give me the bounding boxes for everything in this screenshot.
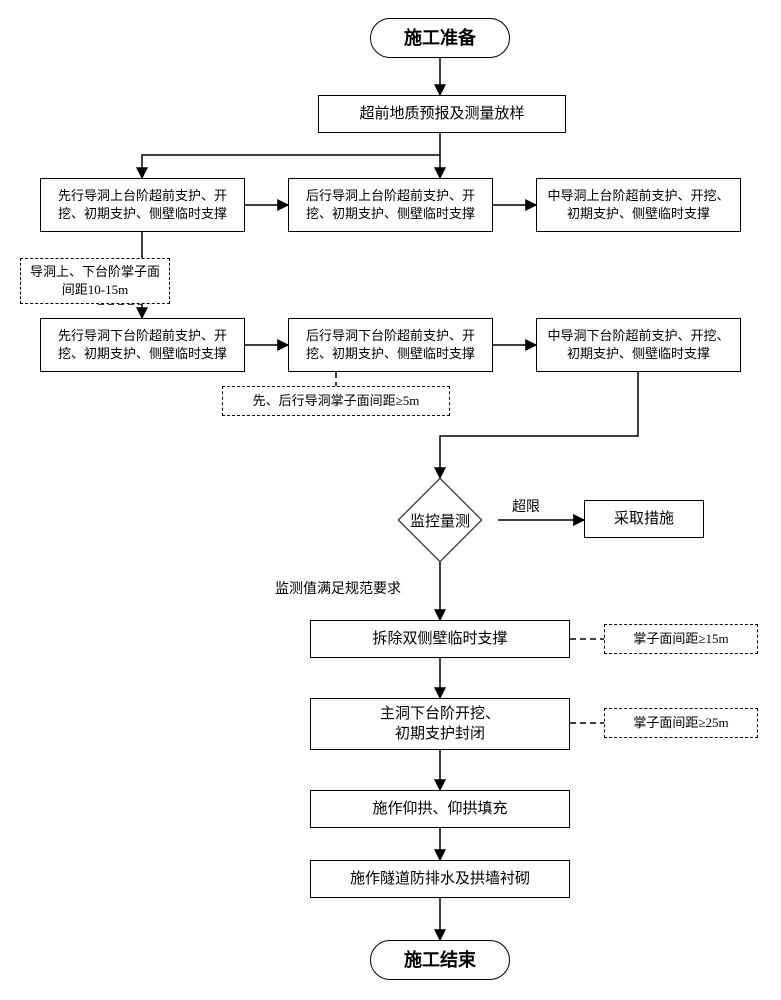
box-note3: 掌子面间距≥15m <box>604 624 758 654</box>
decision-right-label: 超限 <box>512 496 540 516</box>
box-r1b-label: 后行导洞上台阶超前支护、开挖、初期支护、侧壁临时支撑 <box>295 187 486 222</box>
box-r2a-label: 先行导洞下台阶超前支护、开挖、初期支护、侧壁临时支撑 <box>47 327 238 362</box>
box-b3-label: 拆除双侧壁临时支撑 <box>372 629 507 649</box>
box-r2a: 先行导洞下台阶超前支护、开挖、初期支护、侧壁临时支撑 <box>40 318 245 372</box>
box-note4-label: 掌子面间距≥25m <box>633 714 728 732</box>
decision-label: 监控量测 <box>380 506 500 534</box>
box-b5-label: 施作仰拱、仰拱填充 <box>372 799 507 819</box>
box-b1: 超前地质预报及测量放样 <box>318 95 566 133</box>
box-r1b: 后行导洞上台阶超前支护、开挖、初期支护、侧壁临时支撑 <box>288 178 493 232</box>
box-b4-label: 主洞下台阶开挖、 初期支护封闭 <box>380 704 500 745</box>
box-b6-label: 施作隧道防排水及拱墙衬砌 <box>350 869 530 889</box>
box-action-label: 采取措施 <box>614 509 674 529</box>
box-note4: 掌子面间距≥25m <box>604 708 758 738</box>
end-terminator: 施工结束 <box>370 940 510 980</box>
box-r1a: 先行导洞上台阶超前支护、开挖、初期支护、侧壁临时支撑 <box>40 178 245 232</box>
box-b1-label: 超前地质预报及测量放样 <box>359 104 524 124</box>
box-r2b: 后行导洞下台阶超前支护、开挖、初期支护、侧壁临时支撑 <box>288 318 493 372</box>
start-terminator: 施工准备 <box>370 18 510 58</box>
box-r1c: 中导洞上台阶超前支护、开挖、初期支护、侧壁临时支撑 <box>536 178 741 232</box>
box-r1a-label: 先行导洞上台阶超前支护、开挖、初期支护、侧壁临时支撑 <box>47 187 238 222</box>
box-note2-label: 先、后行导洞掌子面间距≥5m <box>253 392 420 410</box>
end-label: 施工结束 <box>404 948 476 972</box>
box-r2b-label: 后行导洞下台阶超前支护、开挖、初期支护、侧壁临时支撑 <box>295 327 486 362</box>
box-action: 采取措施 <box>584 500 704 538</box>
box-r2c: 中导洞下台阶超前支护、开挖、初期支护、侧壁临时支撑 <box>536 318 741 372</box>
box-r1c-label: 中导洞上台阶超前支护、开挖、初期支护、侧壁临时支撑 <box>543 187 734 222</box>
box-b5: 施作仰拱、仰拱填充 <box>310 790 570 828</box>
box-b3: 拆除双侧壁临时支撑 <box>310 620 570 658</box>
box-note2: 先、后行导洞掌子面间距≥5m <box>222 386 450 416</box>
box-note1-label: 导洞上、下台阶掌子面间距10-15m <box>27 263 163 298</box>
decision-down-label: 监测值满足规范要求 <box>275 578 401 598</box>
box-b4: 主洞下台阶开挖、 初期支护封闭 <box>310 698 570 750</box>
box-r2c-label: 中导洞下台阶超前支护、开挖、初期支护、侧壁临时支撑 <box>543 327 734 362</box>
box-note3-label: 掌子面间距≥15m <box>633 630 728 648</box>
box-note1: 导洞上、下台阶掌子面间距10-15m <box>20 258 170 304</box>
start-label: 施工准备 <box>404 26 476 50</box>
box-b6: 施作隧道防排水及拱墙衬砌 <box>310 860 570 898</box>
